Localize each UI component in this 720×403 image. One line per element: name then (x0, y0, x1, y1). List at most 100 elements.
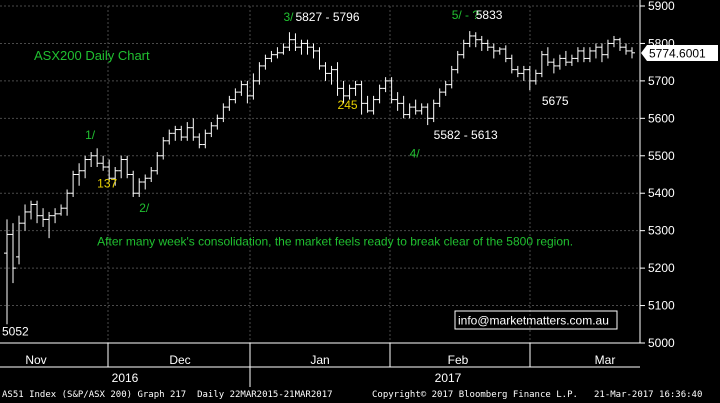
ohlc-bar (160, 137, 167, 160)
annotation-label: 5/ - ? (452, 8, 480, 22)
ohlc-bar (82, 155, 89, 179)
annotation-label: 5833 (476, 8, 503, 22)
ohlc-bar (328, 65, 335, 85)
x-year-label: 2016 (112, 371, 139, 385)
ohlc-bar (76, 163, 83, 186)
ohlc-bar (310, 43, 317, 59)
ohlc-bar (322, 62, 329, 81)
ohlc-bar (598, 43, 605, 63)
ohlc-bar (334, 62, 341, 96)
annotation-label: 5052 (2, 325, 29, 339)
ohlc-bar (556, 54, 563, 70)
x-month-label: Dec (169, 353, 190, 367)
ohlc-bar (34, 200, 41, 224)
annotation-label: 5675 (542, 94, 569, 108)
annotation-label: 2/ (139, 201, 150, 215)
ohlc-bar (412, 99, 419, 115)
ohlc-bar (250, 73, 257, 100)
ohlc-bar (16, 215, 23, 265)
ohlc-bar (274, 47, 281, 59)
annotation-label: 1/ (85, 128, 96, 142)
footer: AS51 Index (S&P/ASX 200) Graph 217 Daily… (0, 387, 720, 403)
y-tick-label: 5600 (648, 111, 675, 125)
ohlc-bar (406, 103, 413, 119)
y-tick-label: 5500 (648, 149, 675, 163)
ohlc-bar (376, 84, 383, 104)
last-price-tag (641, 44, 718, 61)
ohlc-bar (358, 80, 365, 115)
ohlc-bar (364, 95, 371, 113)
y-tick-label: 5700 (648, 74, 675, 88)
ohlc-bar (118, 155, 125, 179)
y-tick-label: 5400 (648, 186, 675, 200)
ohlc-bar (70, 170, 77, 197)
y-tick-label: 5300 (648, 224, 675, 238)
ohlc-bar (460, 39, 467, 59)
ohlc-bar (184, 122, 191, 141)
ohlc-bar (244, 80, 251, 104)
x-month-label: Feb (448, 353, 469, 367)
chart-title: ASX200 Daily Chart (34, 48, 150, 63)
ohlc-bar (94, 148, 101, 168)
ohlc-bar (280, 43, 287, 55)
ohlc-bar (520, 65, 527, 81)
ohlc-bar (220, 103, 227, 123)
footer-timestamp: 21-Mar-2017 16:36:40 (594, 390, 703, 400)
ohlc-bar (262, 54, 269, 70)
ohlc-bar (154, 152, 161, 175)
ohlc-bar (532, 69, 539, 85)
annotation-label: 3/ (283, 10, 294, 24)
ohlc-bar (190, 118, 197, 141)
ohlc-bar (629, 47, 635, 59)
ohlc-bar (46, 211, 53, 239)
ohlc-bar (478, 35, 485, 51)
ohlc-bar (436, 88, 443, 108)
y-tick-label: 5100 (648, 299, 675, 313)
contact-box (454, 310, 618, 330)
ohlc-bar (196, 133, 203, 149)
ohlc-bar (538, 50, 545, 78)
ohlc-bar (574, 47, 581, 63)
ohlc-bar (580, 47, 587, 63)
footer-index: AS51 Index (S&P/ASX 200) Graph 217 Daily… (2, 390, 333, 400)
ohlc-bar (316, 47, 323, 70)
ohlc-bar (610, 35, 617, 48)
ohlc-bar (418, 103, 425, 115)
ohlc-bar (622, 43, 629, 55)
y-tick-label: 5900 (648, 0, 675, 13)
ohlc-bar (514, 65, 521, 78)
ohlc-bar (400, 95, 407, 119)
ohlc-bar (496, 47, 503, 55)
ohlc-bar (40, 208, 47, 227)
ohlc-bar (340, 80, 347, 104)
ohlc-bar (64, 189, 71, 216)
ohlc-bar (226, 95, 233, 111)
ohlc-bar (442, 80, 449, 96)
x-month-label: Nov (25, 353, 46, 367)
ohlc-bar (472, 32, 479, 48)
ohlc-bar (508, 54, 515, 74)
ohlc-bar (10, 223, 17, 284)
ohlc-bar (202, 129, 209, 149)
ohlc-bar (238, 80, 245, 96)
ohlc-bar (100, 155, 107, 171)
ohlc-bar (352, 80, 359, 96)
x-month-label: Jan (310, 353, 329, 367)
ohlc-bar (52, 208, 59, 224)
ohlc-bar (490, 43, 497, 59)
ohlc-bar (562, 50, 569, 66)
ohlc-bar (454, 50, 461, 74)
annotation-label: 5582 - 5613 (434, 128, 498, 142)
ohlc-bar (142, 174, 149, 190)
annotation-label: 245 (338, 98, 358, 112)
ohlc-bar (466, 31, 473, 48)
contact-label: info@marketmatters.com.au (458, 314, 609, 328)
ohlc-bar (484, 39, 491, 51)
ohlc-bar (88, 152, 95, 168)
y-tick-label: 5000 (648, 336, 675, 350)
ohlc-bar (58, 204, 65, 216)
ohlc-bar (424, 103, 431, 126)
ohlc-bar (178, 125, 185, 141)
annotation-label: 4/ (410, 147, 421, 161)
